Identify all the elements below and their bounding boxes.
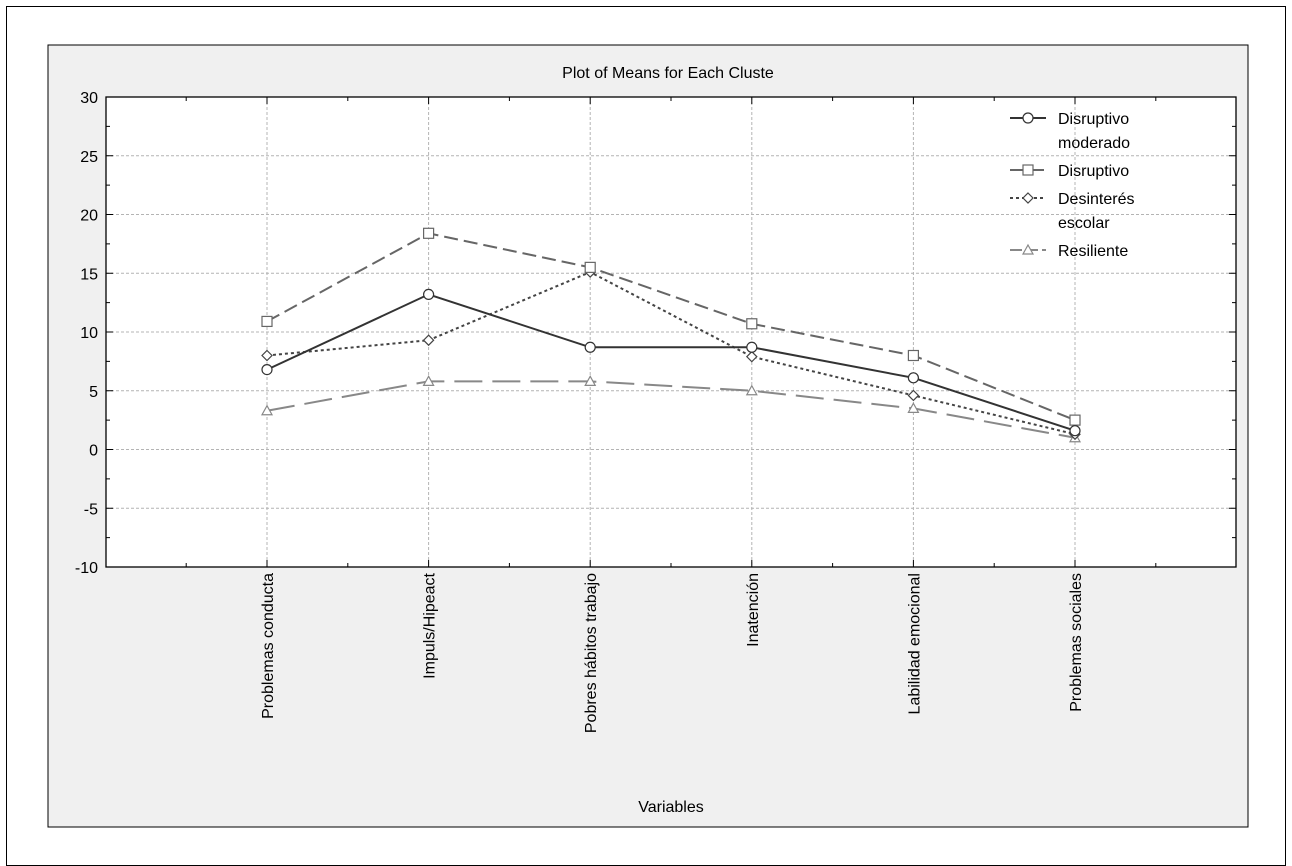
x-tick-label: Inatención [745, 573, 762, 647]
y-tick-label: 15 [80, 266, 98, 283]
x-tick-label: Pobres hábitos trabajo [583, 573, 600, 733]
marker-square [423, 227, 435, 239]
legend-item-0: Disruptivo moderado [1010, 111, 1130, 152]
y-tick-label: -5 [84, 501, 98, 518]
legend-label: escolar [1058, 215, 1110, 232]
x-tick-label: Problemas sociales [1068, 573, 1085, 712]
marker-square [1022, 164, 1034, 176]
marker-diamond [745, 350, 758, 363]
marker-triangle [422, 375, 435, 386]
marker-circle [584, 341, 596, 353]
series-line [266, 232, 1076, 422]
series-3 [260, 375, 1082, 443]
marker-diamond [1022, 192, 1034, 204]
legend-label: Resiliente [1058, 243, 1128, 260]
series-line [266, 293, 1076, 432]
marker-circle [423, 288, 435, 300]
y-tick-label: -10 [75, 560, 98, 577]
x-tick-label: Problemas conducta [260, 573, 277, 719]
marker-square [907, 349, 920, 362]
marker-diamond [907, 389, 920, 402]
marker-triangle [907, 402, 920, 413]
y-tick-label: 25 [80, 149, 98, 166]
series-0 [261, 288, 1081, 437]
marker-triangle [745, 384, 758, 396]
legend: Disruptivo moderado Disruptivo Desinterés es… [1010, 111, 1134, 260]
axes: -10 -5 0 5 10 15 20 25 30 Problemas conducta Impul… [75, 90, 1236, 733]
marker-square [1069, 414, 1081, 426]
legend-item-3: Resiliente [1010, 243, 1128, 260]
marker-circle [746, 341, 758, 353]
x-axis-label: Variables [638, 799, 704, 816]
marker-circle [1069, 425, 1081, 437]
legend-label: Disruptivo [1058, 111, 1129, 128]
marker-diamond [261, 349, 273, 362]
series-line [266, 380, 1076, 439]
series-line [266, 270, 1076, 436]
grid [106, 97, 1236, 567]
legend-item-2: Desinterés escolar [1010, 191, 1134, 232]
legend-label: moderado [1058, 135, 1130, 152]
y-tick-label: 0 [89, 443, 98, 460]
legend-label: Desinterés [1058, 191, 1134, 208]
chart-title: Plot of Means for Each Cluste [562, 65, 774, 82]
marker-diamond [422, 334, 435, 347]
x-tick-label: Labilidad emocional [906, 573, 923, 714]
x-tick-label: Impuls/Hipeact [422, 572, 439, 678]
legend-item-1: Disruptivo [1010, 163, 1129, 180]
y-tick-label: 20 [80, 208, 98, 225]
marker-square [746, 318, 758, 330]
y-tick-label: 10 [80, 325, 98, 342]
series-layer [260, 227, 1082, 443]
y-tick-label: 5 [89, 384, 98, 401]
marker-square [584, 261, 596, 273]
marker-triangle [584, 375, 597, 386]
marker-circle [907, 372, 920, 384]
marker-circle [261, 364, 273, 376]
marker-square [261, 315, 273, 328]
legend-label: Disruptivo [1058, 163, 1129, 180]
marker-triangle [260, 404, 274, 416]
marker-circle [1022, 112, 1034, 124]
series-1 [261, 227, 1081, 426]
y-tick-label: 30 [80, 90, 98, 107]
marker-triangle [1021, 243, 1035, 255]
chart: -10 -5 0 5 10 15 20 25 30 Problemas conducta Impul… [47, 44, 1249, 828]
